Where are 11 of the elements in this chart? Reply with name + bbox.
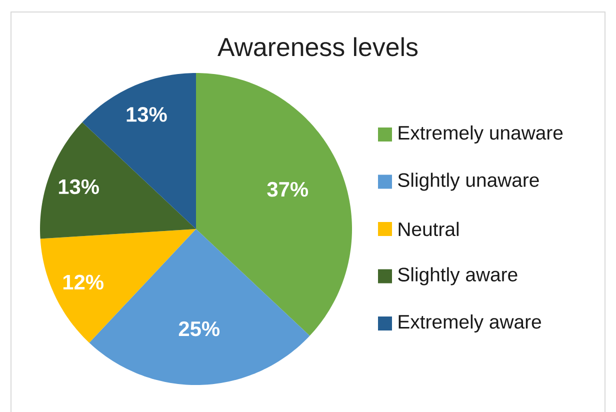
legend-label: Slightly aware (398, 267, 518, 286)
data-label: 37% (267, 182, 308, 197)
chart-title: Awareness levels (218, 37, 418, 56)
data-label: 25% (178, 321, 220, 336)
legend-label: Neutral (398, 222, 459, 236)
legend-label: Extremely unaware (398, 125, 563, 144)
legend-label: Slightly unaware (398, 172, 539, 191)
legend-label: Extremely aware (398, 314, 541, 333)
data-label: 13% (58, 179, 99, 194)
data-label: 12% (63, 274, 104, 290)
data-label: 13% (126, 107, 167, 122)
